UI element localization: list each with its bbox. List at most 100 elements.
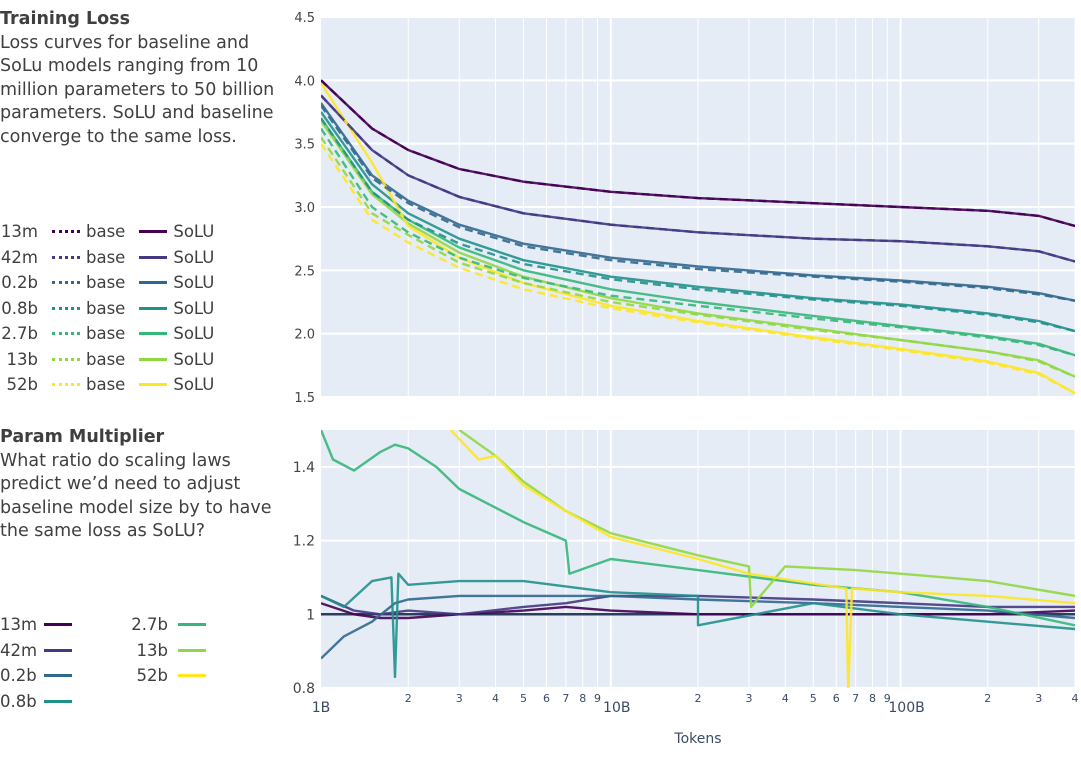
series-line-0_2b-SoLU — [321, 102, 1075, 302]
x-major-tick-label: 1B — [312, 700, 331, 716]
legend-size-label: 0.2b — [0, 666, 37, 686]
legend-item[interactable]: 2.7b — [120, 612, 212, 638]
y-tick-label: 4.0 — [294, 74, 315, 89]
y-tick-label: 2.5 — [294, 264, 315, 279]
series-line-0_8b-SoLU — [321, 111, 1075, 333]
solid-line-swatch-icon — [139, 281, 168, 285]
legend-size-label: 2.7b — [1, 324, 38, 344]
multiplier-panel-description: What ratio do scaling laws predict we’d … — [0, 450, 272, 542]
y-tick-label: 1 — [306, 607, 315, 623]
series-line-13m-base — [321, 79, 1075, 228]
multiplier-panel-text: Param Multiplier What ratio do scaling l… — [0, 426, 290, 544]
x-minor-tick-label: 3 — [746, 692, 753, 705]
legend-item[interactable]: 13b base SoLU — [0, 347, 228, 373]
solid-line-swatch-icon — [44, 623, 72, 627]
x-minor-tick-label: 8 — [869, 692, 876, 705]
y-tick-label: 1.4 — [293, 460, 315, 476]
y-tick-label: 0.8 — [293, 681, 315, 697]
solid-line-swatch-icon — [139, 255, 168, 259]
param-multiplier-plot: 0.811.21.42 3 4 5 6 7 8 9 2 3 4 5 6 7 8 9 2 3 41B 10B 100B — [293, 430, 1079, 716]
solid-line-swatch-icon — [44, 699, 72, 703]
dashed-line-swatch-icon — [52, 357, 80, 361]
solid-line-swatch-icon — [139, 357, 168, 361]
series-line-0_2b-base — [321, 105, 1075, 302]
y-tick-label: 1.5 — [294, 391, 315, 406]
legend-solu-label: SoLU — [173, 324, 215, 344]
dashed-line-swatch-icon — [52, 230, 80, 234]
series-line-0_2b — [321, 594, 1075, 660]
y-tick-label: 3.5 — [294, 138, 315, 153]
series-line-52b — [449, 430, 1075, 688]
x-minor-tick-label: 4 — [1072, 692, 1079, 705]
legend-base-label: base — [86, 324, 126, 344]
series-line-13b-base — [321, 136, 1075, 378]
x-minor-tick-label: 2 — [405, 692, 412, 705]
x-minor-tick-label: 7 — [562, 692, 569, 705]
legend-item[interactable]: 0.8b base SoLU — [0, 296, 228, 322]
legend-base-label: base — [86, 298, 126, 318]
legend-item[interactable]: 13b — [120, 638, 212, 664]
legend-base-label: base — [86, 247, 126, 267]
x-minor-tick-label: 8 — [579, 692, 586, 705]
solid-line-swatch-icon — [44, 648, 72, 652]
series-line-13b-SoLU — [321, 120, 1075, 378]
solid-line-swatch-icon — [139, 383, 168, 387]
x-minor-tick-label: 3 — [456, 692, 463, 705]
legend-item[interactable]: 0.2b base SoLU — [0, 270, 228, 296]
series-line-2_7b-base — [321, 127, 1075, 357]
legend-solu-label: SoLU — [173, 298, 215, 318]
series-line-42m-base — [321, 94, 1075, 263]
series-line-52b-base — [321, 143, 1075, 395]
legend-size-label: 42m — [0, 640, 38, 660]
series-line-0_8b — [321, 572, 1075, 679]
legend-solu-label: SoLU — [173, 375, 215, 395]
legend-size-label: 13m — [0, 222, 38, 242]
solid-line-swatch-icon — [178, 623, 206, 627]
legend-item[interactable]: 13m — [0, 612, 78, 638]
legend-size-label: 13m — [0, 615, 38, 635]
x-axis-title: Tokens — [673, 731, 721, 747]
solid-line-swatch-icon — [139, 230, 168, 234]
dashed-line-swatch-icon — [52, 383, 80, 387]
dashed-line-swatch-icon — [52, 306, 80, 310]
loss-panel-text: Training Loss Loss curves for baseline a… — [0, 8, 290, 149]
legend-base-label: base — [86, 375, 126, 395]
multiplier-panel-title: Param Multiplier — [0, 427, 165, 447]
series-line-13b — [458, 430, 1075, 609]
legend-solu-label: SoLU — [173, 247, 215, 267]
legend-item[interactable]: 42m — [0, 638, 78, 664]
x-minor-tick-label: 6 — [543, 692, 550, 705]
loss-panel-description: Loss curves for baseline and SoLu models… — [0, 32, 275, 147]
x-minor-tick-label: 6 — [833, 692, 840, 705]
x-major-tick-label: 100B — [888, 700, 924, 716]
legend-item[interactable]: 52b base SoLU — [0, 372, 228, 398]
legend-size-label: 52b — [6, 375, 38, 395]
legend-size-label: 0.8b — [1, 298, 38, 318]
legend-item[interactable]: 52b — [120, 663, 212, 689]
x-minor-tick-label: 5 — [810, 692, 817, 705]
solid-line-swatch-icon — [44, 674, 72, 678]
legend-size-label: 0.2b — [1, 273, 38, 293]
legend-item[interactable]: 0.2b — [0, 663, 78, 689]
series-line-52b-SoLU — [321, 82, 1075, 395]
solid-line-swatch-icon — [178, 648, 206, 652]
legend-item[interactable]: 42m base SoLU — [0, 245, 228, 271]
training-loss-plot: 1.5 2.0 2.5 3.0 3.5 4.0 4.5 — [294, 11, 1076, 406]
legend-item[interactable]: 0.8b — [0, 689, 78, 715]
legend-size-label: 13b — [136, 640, 168, 660]
solid-line-swatch-icon — [178, 674, 206, 678]
legend-base-label: base — [86, 349, 126, 369]
series-group — [321, 79, 1075, 395]
x-major-tick-label: 10B — [603, 700, 630, 716]
legend-base-label: base — [86, 222, 126, 242]
legend-item[interactable]: 2.7b base SoLU — [0, 321, 228, 347]
x-minor-tick-label: 9 — [594, 692, 601, 705]
multiplier-legend-col1: 13m 42m 0.2b 0.8b — [0, 612, 78, 714]
legend-solu-label: SoLU — [173, 349, 215, 369]
legend-solu-label: SoLU — [173, 222, 215, 242]
legend-item[interactable]: 13m base SoLU — [0, 219, 228, 245]
x-minor-tick-label: 4 — [492, 692, 499, 705]
legend-size-label: 2.7b — [131, 615, 168, 635]
solid-line-swatch-icon — [139, 332, 168, 336]
